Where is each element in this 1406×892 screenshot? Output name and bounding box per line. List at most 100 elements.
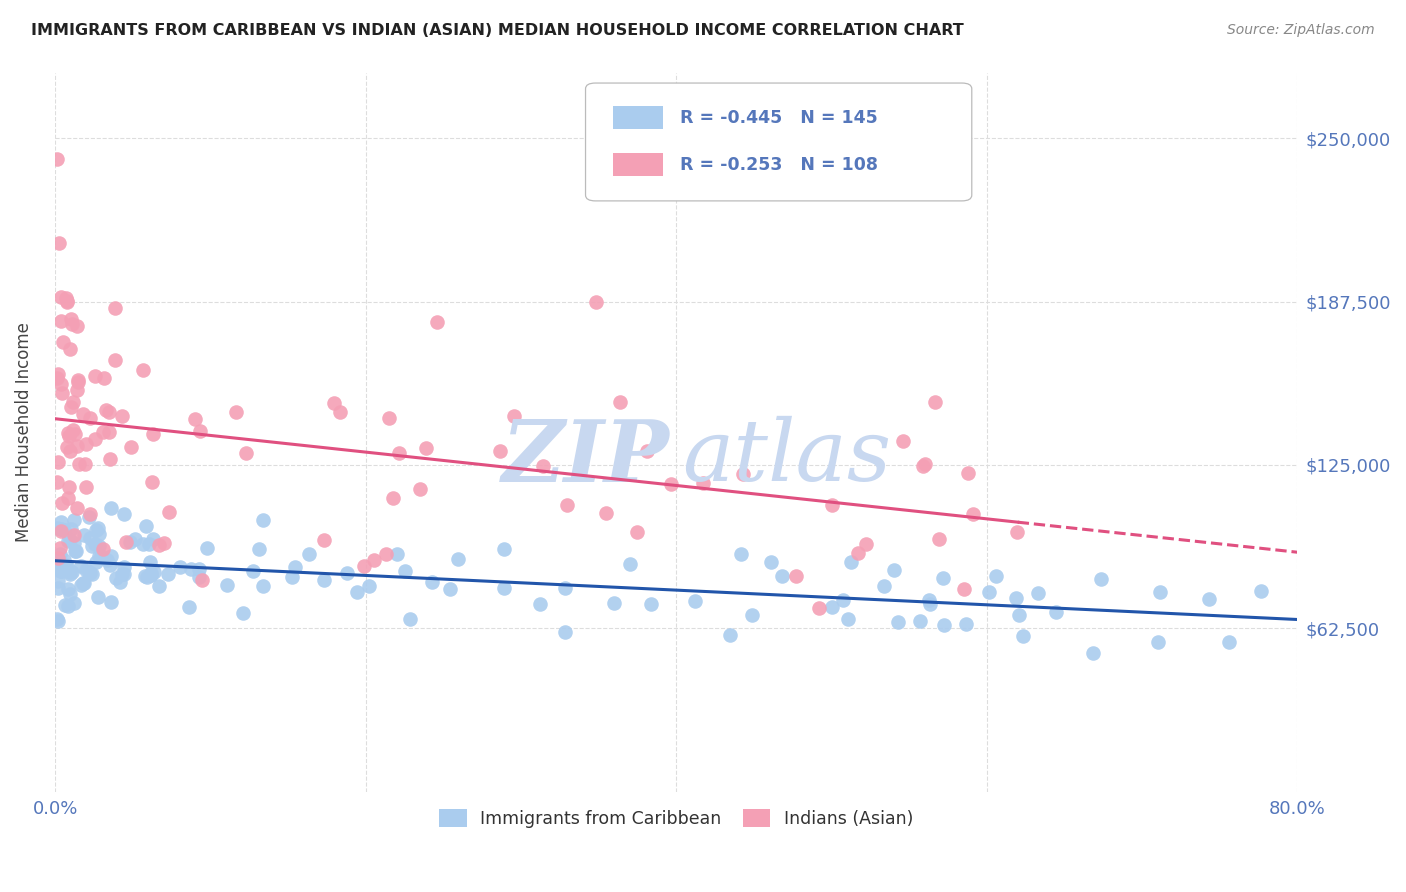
FancyBboxPatch shape — [585, 83, 972, 201]
Point — [49, 564, 72, 578]
Point — [49, 377, 72, 392]
Point — [56, 582, 79, 596]
Point — [79, 566, 101, 581]
Point — [873, 579, 896, 593]
Point — [1149, 584, 1171, 599]
Point — [56, 425, 79, 440]
Point — [492, 541, 515, 556]
Point — [112, 508, 135, 522]
Point — [837, 612, 859, 626]
Point — [911, 458, 934, 473]
Point — [730, 547, 752, 561]
Point — [531, 458, 554, 473]
Point — [932, 618, 955, 632]
Point — [84, 523, 107, 537]
Point — [609, 395, 631, 409]
Point — [73, 576, 96, 591]
Point — [91, 542, 114, 557]
Point — [494, 581, 516, 595]
Point — [45, 371, 67, 385]
Point — [48, 547, 70, 561]
Point — [887, 615, 910, 629]
Point — [58, 480, 80, 494]
Point — [93, 370, 115, 384]
Point — [53, 558, 76, 572]
Point — [139, 566, 162, 580]
Point — [720, 628, 742, 642]
Point — [87, 527, 110, 541]
Point — [685, 594, 707, 608]
Text: Source: ZipAtlas.com: Source: ZipAtlas.com — [1227, 23, 1375, 37]
Point — [86, 590, 108, 604]
Point — [63, 596, 86, 610]
Point — [62, 394, 84, 409]
Point — [375, 547, 398, 561]
Point — [48, 235, 70, 250]
Point — [928, 532, 950, 546]
Point — [832, 592, 855, 607]
Point — [957, 467, 980, 481]
Point — [225, 405, 247, 419]
Point — [179, 599, 201, 614]
Point — [53, 598, 76, 612]
Point — [56, 561, 79, 575]
Point — [96, 553, 118, 567]
Point — [626, 524, 648, 539]
Point — [80, 566, 103, 581]
Point — [46, 368, 69, 382]
Point — [1026, 586, 1049, 600]
Point — [284, 560, 307, 574]
Point — [1005, 591, 1028, 605]
Point — [59, 400, 82, 414]
Point — [918, 592, 941, 607]
Point — [157, 567, 180, 582]
Point — [187, 570, 209, 584]
Point — [84, 555, 107, 569]
Point — [100, 500, 122, 515]
Point — [49, 515, 72, 529]
Point — [65, 383, 87, 397]
Text: IMMIGRANTS FROM CARIBBEAN VS INDIAN (ASIAN) MEDIAN HOUSEHOLD INCOME CORRELATION : IMMIGRANTS FROM CARIBBEAN VS INDIAN (ASI… — [31, 23, 963, 38]
Point — [190, 573, 212, 587]
Point — [62, 423, 84, 437]
Point — [53, 523, 76, 537]
Point — [75, 457, 97, 471]
Point — [585, 295, 607, 310]
Point — [554, 625, 576, 640]
Point — [962, 507, 984, 521]
Point — [51, 386, 73, 401]
Point — [83, 537, 105, 551]
Point — [112, 559, 135, 574]
Point — [104, 571, 127, 585]
Point — [141, 475, 163, 490]
Point — [619, 557, 641, 571]
Point — [378, 410, 401, 425]
Point — [58, 444, 80, 458]
Point — [252, 512, 274, 526]
Point — [329, 405, 352, 419]
Point — [398, 612, 420, 626]
Point — [298, 547, 321, 561]
Point — [1198, 592, 1220, 607]
Point — [94, 403, 117, 417]
Point — [139, 568, 162, 582]
Text: ZIP: ZIP — [502, 416, 671, 500]
Point — [79, 531, 101, 545]
Point — [60, 522, 83, 536]
Point — [247, 541, 270, 556]
Point — [388, 445, 411, 459]
Bar — [613, 153, 662, 177]
Point — [153, 536, 176, 550]
Point — [67, 373, 90, 387]
Point — [49, 564, 72, 578]
Point — [602, 596, 624, 610]
Point — [920, 597, 942, 611]
Point — [659, 476, 682, 491]
Point — [180, 562, 202, 576]
Point — [489, 444, 512, 458]
Legend: Immigrants from Caribbean, Indians (Asian): Immigrants from Caribbean, Indians (Asia… — [432, 802, 921, 835]
Point — [84, 432, 107, 446]
Point — [640, 597, 662, 611]
Point — [73, 527, 96, 541]
Point — [741, 607, 763, 622]
